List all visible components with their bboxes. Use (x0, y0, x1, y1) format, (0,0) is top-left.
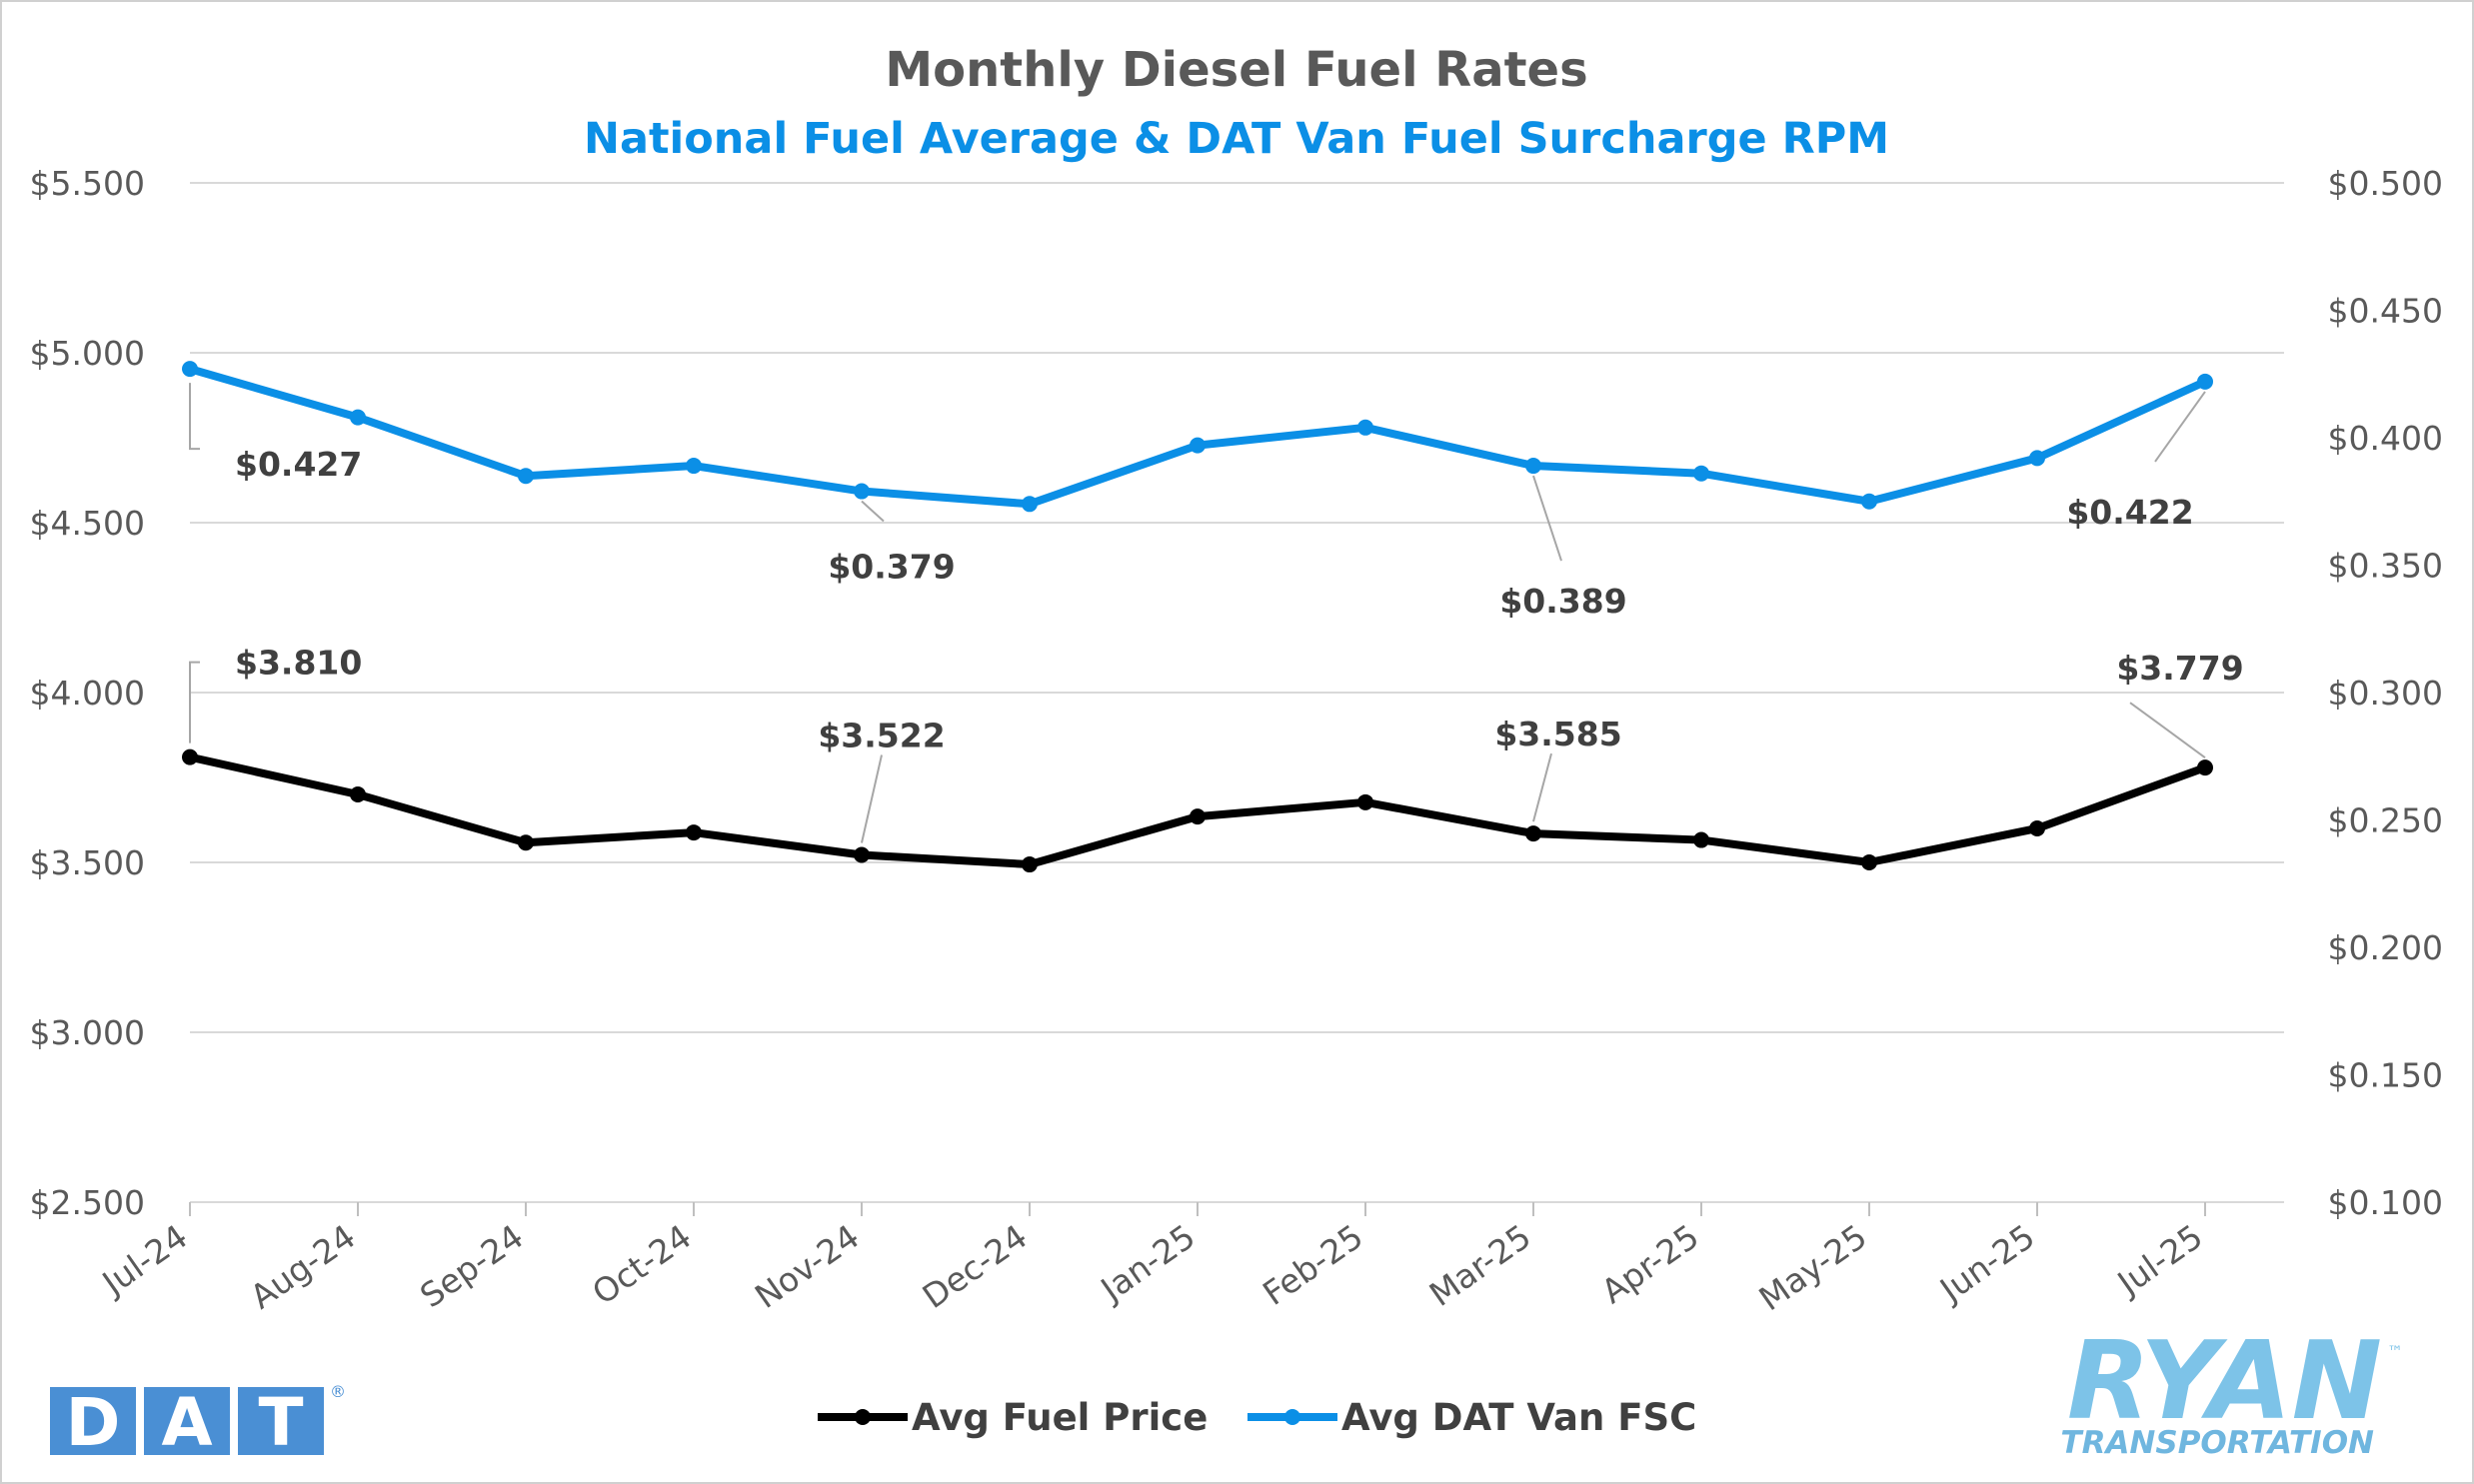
legend-entry-avg-fuel-price: Avg Fuel Price (818, 1396, 1208, 1439)
dat-logo: D A T ® (50, 1382, 346, 1461)
data-label: $3.810 (235, 644, 362, 683)
left-tick-label: $5.000 (30, 334, 145, 373)
series-point-avg-dat-van-fsc (686, 458, 702, 475)
series-point-avg-dat-van-fsc (518, 468, 534, 485)
dat-logo-registered-mark: ® (330, 1382, 346, 1401)
series-point-avg-dat-van-fsc (1357, 419, 1373, 436)
dat-logo-letter-d: D (66, 1384, 121, 1461)
right-tick-label: $0.450 (2328, 292, 2443, 331)
right-tick-label: $0.150 (2328, 1056, 2443, 1095)
series-point-avg-dat-van-fsc (350, 409, 366, 426)
data-label: $0.422 (2066, 493, 2193, 532)
legend-entry-avg-dat-van-fsc: Avg DAT Van FSC (1247, 1396, 1696, 1439)
left-tick-label: $2.500 (30, 1183, 145, 1222)
data-label-leader (861, 754, 883, 843)
series-point-avg-fuel-price (1693, 831, 1709, 848)
data-labels: $3.810 $3.522 $3.585 $3.779 $0.427 $0.379 $0.3… (189, 383, 2244, 843)
legend-label-avg-dat-van-fsc: Avg DAT Van FSC (1341, 1396, 1696, 1439)
series-point-avg-fuel-price (182, 748, 198, 765)
legend-label-avg-fuel-price: Avg Fuel Price (912, 1396, 1208, 1439)
dat-logo-tile-d (50, 1387, 136, 1455)
series-layer (182, 361, 2213, 873)
series-point-avg-fuel-price (1525, 825, 1541, 842)
data-label: $0.379 (828, 548, 955, 587)
dat-logo-letter-a: A (161, 1384, 212, 1461)
series-point-avg-dat-van-fsc (2197, 373, 2213, 390)
series-point-avg-fuel-price (1357, 793, 1373, 810)
ryan-logo: RYAN ™ TRANSPORTATION (2060, 1319, 2403, 1461)
data-label: $3.779 (2116, 649, 2243, 688)
data-label-leader (2129, 702, 2206, 758)
series-point-avg-fuel-price (518, 834, 534, 851)
series-point-avg-dat-van-fsc (1190, 437, 1206, 454)
legend: Avg Fuel Price Avg DAT Van FSC (818, 1396, 1696, 1439)
left-tick-label: $3.000 (30, 1013, 145, 1052)
series-point-avg-dat-van-fsc (1861, 493, 1877, 510)
data-label-leader (189, 383, 200, 451)
right-tick-label: $0.400 (2328, 419, 2443, 458)
legend-marker-avg-dat-van-fsc (1284, 1409, 1300, 1425)
right-tick-label: $0.500 (2328, 164, 2443, 203)
left-tick-label: $4.000 (30, 674, 145, 713)
dat-logo-letter-t: T (258, 1384, 303, 1461)
right-y-axis: $0.100 $0.150 $0.200 $0.250 $0.300 $0.350 $0.4… (2328, 164, 2443, 1222)
right-tick-label: $0.300 (2328, 674, 2443, 713)
series-point-avg-dat-van-fsc (2029, 450, 2045, 467)
series-point-avg-dat-van-fsc (1693, 465, 1709, 482)
series-point-avg-fuel-price (854, 846, 870, 863)
left-tick-label: $3.500 (30, 843, 145, 882)
legend-marker-avg-fuel-price (855, 1409, 871, 1425)
chart-title: Monthly Diesel Fuel Rates (885, 42, 1587, 98)
data-label-leader (861, 500, 885, 523)
series-point-avg-fuel-price (350, 786, 366, 802)
series-point-avg-dat-van-fsc (854, 483, 870, 500)
gridlines (190, 182, 2284, 1203)
dat-logo-tile-t (238, 1387, 324, 1455)
data-label-leader (189, 661, 200, 743)
chart-subtitle: National Fuel Average & DAT Van Fuel Sur… (584, 114, 1889, 164)
data-label: $0.389 (1499, 582, 1626, 621)
data-label-leader (2154, 391, 2206, 463)
data-label: $0.427 (235, 445, 362, 484)
series-point-avg-dat-van-fsc (1022, 496, 1038, 513)
series-point-avg-fuel-price (2197, 759, 2213, 776)
left-y-axis: $2.500 $3.000 $3.500 $4.000 $4.500 $5.000 $5.5… (30, 164, 145, 1222)
data-label-leader (1532, 475, 1562, 562)
series-point-avg-fuel-price (1190, 808, 1206, 825)
series-point-avg-dat-van-fsc (1525, 458, 1541, 475)
series-point-avg-fuel-price (1861, 854, 1877, 870)
right-tick-label: $0.100 (2328, 1183, 2443, 1222)
right-tick-label: $0.200 (2328, 928, 2443, 967)
data-label: $3.522 (818, 717, 945, 755)
ryan-logo-trademark: ™ (2387, 1342, 2403, 1361)
series-point-avg-dat-van-fsc (182, 361, 198, 378)
dat-logo-tile-a (144, 1387, 230, 1455)
series-point-avg-fuel-price (686, 824, 702, 841)
left-tick-label: $5.500 (30, 164, 145, 203)
ryan-logo-tagline: TRANSPORTATION (2060, 1425, 2374, 1461)
left-tick-label: $4.500 (30, 504, 145, 543)
series-point-avg-fuel-price (2029, 820, 2045, 836)
series-point-avg-fuel-price (1022, 856, 1038, 873)
data-label-leader (1532, 752, 1552, 822)
data-label: $3.585 (1494, 715, 1621, 753)
right-tick-label: $0.250 (2328, 801, 2443, 840)
right-tick-label: $0.350 (2328, 547, 2443, 586)
ryan-logo-name: RYAN (2067, 1319, 2382, 1444)
